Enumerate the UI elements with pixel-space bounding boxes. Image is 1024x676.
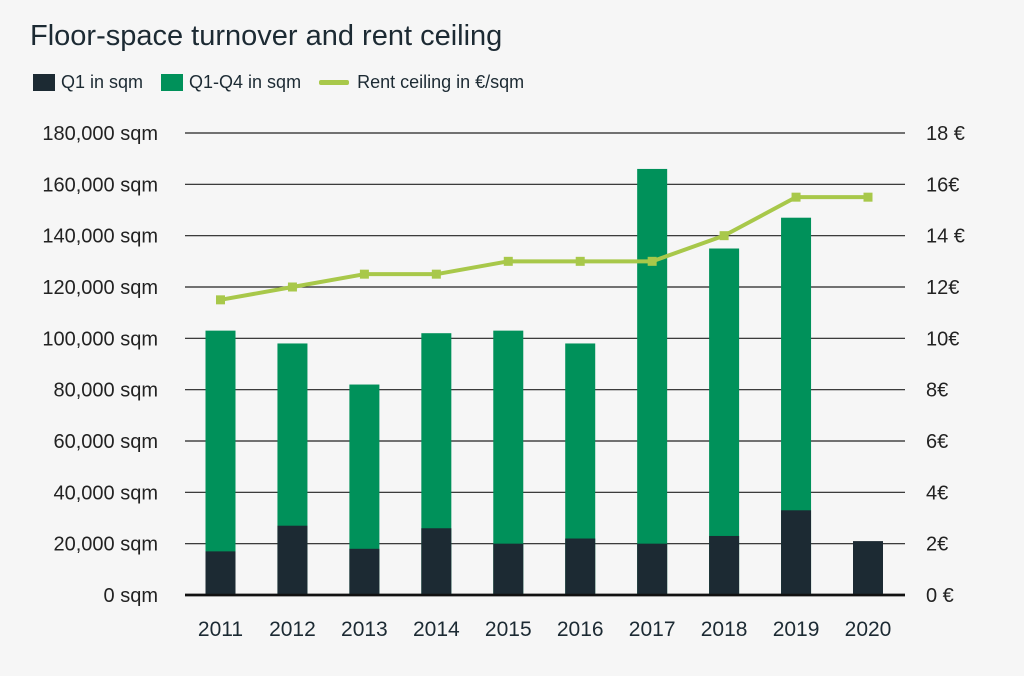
rent-line [220, 195, 868, 302]
bar-q1 [637, 543, 668, 595]
bar-q1 [781, 510, 812, 595]
y-tick-label: 80,000 sqm [53, 380, 158, 402]
rent-point [863, 192, 873, 202]
y-tick-label: 140,000 sqm [42, 226, 158, 248]
rent-point [359, 269, 369, 279]
y-tick-label: 40,000 sqm [53, 482, 158, 504]
rent-point [287, 282, 297, 292]
legend-item-q1: Q1 in sqm [33, 72, 143, 93]
legend-label-q1: Q1 in sqm [61, 71, 144, 92]
legend-swatch-q1 [33, 73, 55, 91]
rent-point [647, 256, 657, 266]
bar-q1 [205, 551, 236, 595]
y2-tick-label: 8€ [926, 380, 948, 402]
x-tick-label: 2015 [485, 618, 532, 641]
legend-swatch-rent [319, 79, 350, 85]
y2-tick-label: 4€ [926, 482, 948, 504]
legend-swatch-q1-q4 [161, 73, 184, 91]
rent-point [503, 256, 513, 266]
y2-tick-label: 14 € [926, 226, 965, 248]
y-tick-label: 100,000 sqm [42, 328, 158, 350]
x-tick-label: 2020 [845, 618, 892, 641]
y-tick-label: 120,000 sqm [42, 277, 158, 299]
bar-q1 [277, 525, 308, 595]
y-tick-label: 60,000 sqm [53, 431, 158, 453]
y2-tick-label: 6€ [926, 431, 948, 453]
bar-q1 [709, 535, 740, 595]
y2-tick-label: 0 € [926, 585, 954, 607]
x-tick-label: 2014 [413, 618, 460, 641]
rent-point [719, 231, 729, 241]
x-tick-label: 2018 [701, 618, 748, 641]
legend-label-q1-q4: Q1-Q4 in sqm [189, 71, 302, 92]
y2-tick-label: 16€ [926, 174, 959, 196]
rent-point [791, 192, 801, 202]
y-tick-label: 180,000 sqm [42, 123, 158, 145]
y-tick-label: 0 sqm [104, 585, 158, 607]
bar-q1-q4 [637, 168, 668, 595]
legend-item-rent: Rent ceiling in €/sqm [319, 72, 524, 93]
bar-q1 [349, 548, 380, 595]
rent-point [216, 295, 225, 305]
legend-item-q1-q4: Q1-Q4 in sqm [161, 72, 301, 93]
x-tick-label: 2016 [557, 618, 604, 641]
x-tick-label: 2011 [198, 618, 243, 641]
bar-q1 [853, 541, 883, 595]
y-tick-label: 160,000 sqm [42, 174, 158, 196]
y2-tick-label: 10€ [926, 328, 959, 350]
x-tick-label: 2013 [341, 618, 388, 641]
x-tick-label: 2019 [773, 618, 820, 641]
legend-label-rent: Rent ceiling in €/sqm [357, 71, 525, 92]
bar-q1 [493, 543, 524, 595]
x-tick-label: 2012 [269, 618, 316, 641]
y2-tick-label: 12€ [926, 277, 959, 299]
rent-point [431, 269, 441, 279]
x-tick-label: 2017 [629, 618, 676, 641]
y2-tick-label: 18 € [926, 123, 965, 145]
y-tick-label: 20,000 sqm [53, 534, 158, 556]
bar-q1-q4 [205, 330, 236, 595]
bar-q1 [421, 528, 452, 595]
chart-title: Floor-space turnover and rent ceiling [30, 20, 503, 52]
y2-tick-label: 2€ [926, 534, 948, 556]
rent-point [575, 256, 585, 266]
legend: Q1 in sqm Q1-Q4 in sqm Rent ceiling in €… [33, 68, 542, 96]
bar-q1 [565, 538, 596, 595]
